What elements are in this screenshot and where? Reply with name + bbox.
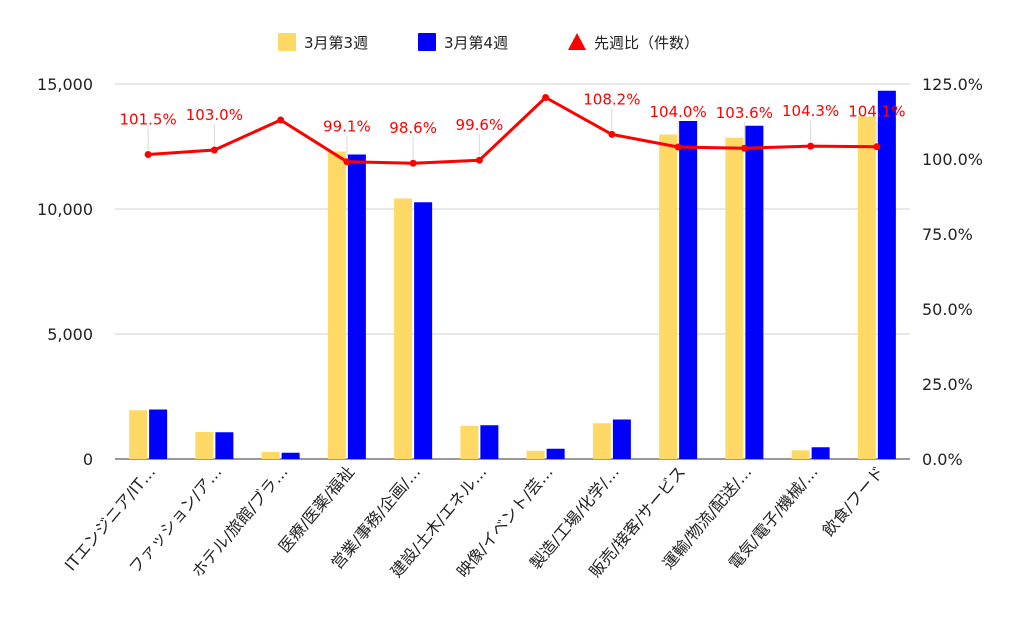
category-label: 飲食/フード (818, 462, 887, 540)
ratio-data-label: 101.5% (120, 111, 177, 129)
ratio-data-label: 98.6% (389, 119, 437, 137)
legend-label: 3月第3週 (304, 34, 368, 52)
ratio-point (674, 143, 682, 151)
left-tick-label: 0 (83, 450, 93, 469)
bar-4th-week (877, 90, 896, 459)
left-tick-label: 15,000 (37, 75, 93, 94)
bar-3rd-week (460, 425, 479, 459)
ratio-data-label: 104.3% (782, 102, 839, 120)
ratio-line (144, 94, 881, 167)
ratio-point (210, 146, 218, 154)
bar-4th-week (811, 447, 830, 459)
right-tick-label: 100.0% (922, 150, 983, 169)
bar-4th-week (612, 419, 631, 459)
ratio-data-label: 108.2% (583, 90, 640, 108)
right-tick-label: 0.0% (922, 450, 963, 469)
right-tick-label: 125.0% (922, 75, 983, 94)
ratio-point (475, 156, 483, 164)
bar-3rd-week (592, 423, 611, 459)
data-labels: 101.5% 103.0% 99.1% 98.6% 99.6% 108.2% 104.0% 1… (120, 90, 905, 160)
ratio-data-label: 104.1% (848, 103, 905, 121)
bars (129, 90, 896, 459)
ratio-point (740, 144, 748, 152)
category-labels: ITエンジニア/IT…ファッション/ア…ホテル/旅館/ブラ…医療/医薬/福祉営業… (61, 462, 888, 581)
ratio-point (873, 143, 881, 151)
bar-4th-week (215, 432, 234, 459)
bar-3rd-week (129, 410, 148, 459)
bar-4th-week (149, 409, 168, 459)
ratio-point (542, 94, 550, 101)
legend-swatch (418, 33, 436, 51)
bar-3rd-week (261, 452, 280, 459)
legend-label: 先週比（件数） (594, 34, 699, 52)
ratio-data-label: 103.0% (186, 106, 243, 124)
gridlines (115, 83, 910, 460)
bar-3rd-week (791, 450, 810, 459)
right-tick-label: 25.0% (922, 375, 973, 394)
legend-swatch (278, 33, 296, 51)
bar-3rd-week (857, 116, 876, 459)
right-axis-ticks: 0.0% 25.0% 50.0% 75.0% 100.0% 125.0% (922, 75, 983, 469)
ratio-data-label: 99.1% (323, 118, 371, 136)
ratio-point (608, 130, 616, 138)
ratio-data-label: 103.6% (716, 104, 773, 122)
ratio-line-path (148, 96, 877, 165)
bar-3rd-week (725, 137, 744, 459)
bar-4th-week (546, 448, 565, 459)
bar-4th-week (745, 125, 764, 459)
ratio-point (343, 158, 351, 166)
bar-3rd-week (526, 450, 545, 459)
legend-label: 3月第4週 (444, 34, 508, 52)
legend: 3月第3週 3月第4週 先週比（件数） (278, 33, 699, 52)
left-axis-ticks: 0 5,000 10,000 15,000 (37, 75, 93, 469)
bar-4th-week (414, 202, 433, 459)
bar-4th-week (281, 452, 300, 459)
bar-3rd-week (394, 198, 413, 459)
ratio-data-label: 104.0% (650, 103, 707, 121)
left-tick-label: 5,000 (47, 325, 93, 344)
ratio-data-label: 99.6% (456, 116, 504, 134)
right-tick-label: 75.0% (922, 225, 973, 244)
ratio-point (807, 142, 815, 150)
bar-4th-week (679, 121, 698, 459)
ratio-point (277, 116, 285, 124)
bar-4th-week (347, 154, 366, 459)
bar-3rd-week (659, 134, 678, 459)
bar-3rd-week (327, 151, 346, 459)
ratio-point (409, 159, 417, 167)
legend-triangle-icon (568, 33, 586, 50)
ratio-point (144, 151, 152, 158)
right-tick-label: 50.0% (922, 300, 973, 319)
left-tick-label: 10,000 (37, 200, 93, 219)
bar-4th-week (480, 425, 499, 459)
bar-3rd-week (195, 432, 214, 459)
